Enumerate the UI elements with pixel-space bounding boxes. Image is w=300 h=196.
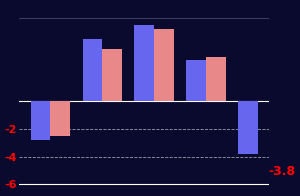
Bar	[50, 101, 70, 136]
Bar	[154, 29, 174, 101]
Bar	[82, 39, 102, 101]
Bar	[134, 25, 154, 101]
Bar	[31, 101, 50, 140]
Text: -3.8: -3.8	[269, 165, 296, 178]
Bar	[238, 101, 258, 154]
Bar	[102, 49, 122, 101]
Bar	[186, 60, 206, 101]
Bar	[206, 57, 226, 101]
